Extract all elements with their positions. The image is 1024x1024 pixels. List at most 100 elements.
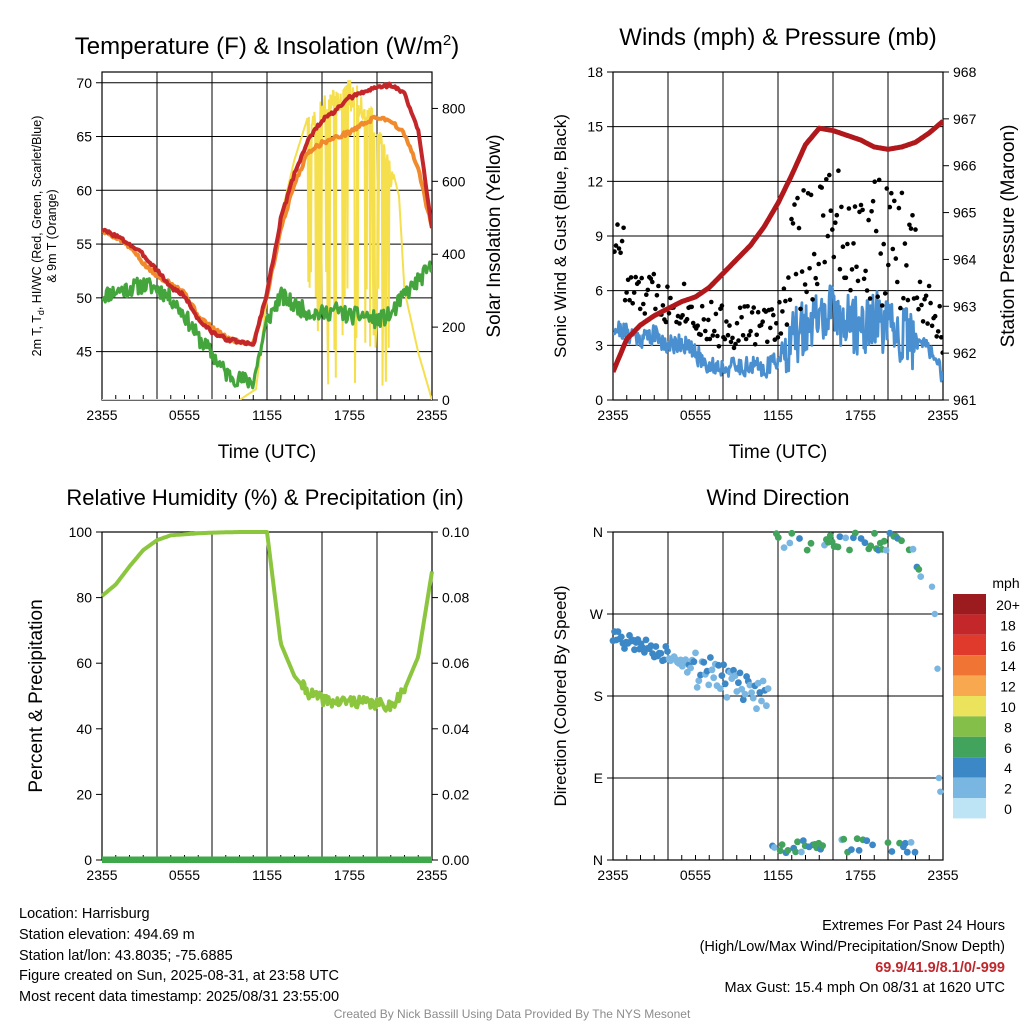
- gust-point: [689, 304, 694, 310]
- wind-y2-tick-label: 968: [953, 64, 977, 80]
- gust-point: [870, 198, 876, 204]
- rh-y-tick-label: 0: [84, 852, 92, 868]
- gust-point: [771, 312, 776, 318]
- gust-point: [681, 281, 687, 287]
- wind-dir-point: [695, 677, 703, 685]
- wind-dir-point: [778, 841, 786, 848]
- gust-point: [677, 321, 682, 326]
- legend-label: 0: [1004, 801, 1012, 817]
- gust-point: [778, 331, 784, 336]
- wind-dir-point: [642, 636, 650, 644]
- gust-point: [798, 306, 803, 312]
- gust-point: [650, 279, 655, 285]
- gust-point: [895, 279, 900, 285]
- legend-swatch: [953, 777, 986, 798]
- gust-point: [777, 299, 782, 305]
- gust-point: [641, 301, 646, 307]
- gust-point: [861, 276, 867, 282]
- wind-dir-point: [911, 848, 919, 856]
- gust-point: [733, 341, 738, 347]
- legend-swatch: [953, 736, 986, 758]
- rh-title: Relative Humidity (%) & Precipitation (i…: [66, 485, 463, 510]
- wind-dir-point: [784, 847, 792, 854]
- wind-y-tick-label: 12: [587, 173, 603, 189]
- gust-point: [743, 336, 749, 342]
- rh-x-tick-label: 1155: [252, 867, 282, 883]
- gust-point: [636, 279, 641, 285]
- wind-dir-point: [780, 544, 788, 551]
- wind-dir-point: [687, 664, 694, 672]
- gust-point: [834, 212, 840, 218]
- temp-x-tick-label: 2355: [416, 407, 447, 423]
- gust-point: [715, 333, 720, 339]
- wdir-x-tick-label: 2355: [927, 867, 958, 883]
- gust-point: [886, 262, 891, 268]
- temp-y-tick-label: 50: [76, 290, 92, 306]
- wind-dir-point: [848, 846, 855, 853]
- wind-y2-tick-label: 965: [953, 205, 977, 221]
- wind-dir-point: [652, 643, 660, 650]
- gust-point: [653, 306, 658, 312]
- wind-y-tick-label: 0: [595, 392, 603, 408]
- gust-point: [719, 303, 725, 309]
- wind-xlabel: Time (UTC): [729, 442, 828, 463]
- gust-point: [642, 311, 648, 316]
- rh-ylabel: Percent & Precipitation: [26, 599, 47, 792]
- rh-chart: 2355 0555 1155 1755 23550204060801000.000.02…: [26, 485, 469, 883]
- gust-point: [875, 294, 880, 300]
- gust-point: [724, 319, 729, 324]
- gust-point: [736, 338, 741, 343]
- rh-x-tick-label: 2355: [416, 867, 447, 883]
- wind-chart: 2355 0555 1155 1755 235503691215189619629639…: [551, 24, 1019, 463]
- extremes-values: 69.9/41.9/8.1/0/-999: [875, 959, 1005, 976]
- gust-point: [745, 304, 750, 309]
- gust-point: [833, 220, 838, 225]
- gust-point: [754, 332, 759, 338]
- wind-dir-point: [898, 537, 905, 545]
- gust-point: [837, 266, 843, 272]
- gust-point: [706, 317, 711, 323]
- gust-point: [792, 202, 797, 207]
- gust-point: [848, 287, 853, 293]
- gust-point: [728, 339, 734, 345]
- rh-y2-tick-label: 0.06: [442, 655, 469, 671]
- legend-label: 12: [1000, 679, 1016, 695]
- temp-y2-tick-label: 200: [442, 319, 466, 335]
- temp-x-tick-label: 2355: [86, 407, 117, 423]
- figure-created: Figure created on Sun, 2025-08-31, at 23…: [19, 968, 339, 985]
- temp-ylabel: 2m T, Td, HI/WC (Red, Green, Scarlet/Blu…: [30, 116, 46, 357]
- legend-title: mph: [992, 575, 1019, 591]
- gust-point: [663, 319, 669, 325]
- wind-dir-point: [882, 546, 890, 554]
- wind-dir-point: [774, 534, 782, 541]
- wind-dir-point: [700, 658, 708, 666]
- gust-point: [709, 299, 714, 305]
- wind-dir-point: [901, 839, 909, 847]
- wind-x-tick-label: 1155: [763, 407, 793, 423]
- legend-swatch: [953, 716, 986, 737]
- gust-point: [665, 284, 670, 290]
- gust-point: [881, 241, 886, 247]
- wind-dir-point: [776, 847, 784, 855]
- gust-point: [852, 204, 858, 209]
- rh-line: [100, 530, 434, 713]
- temp-x-tick-label: 1155: [252, 407, 282, 423]
- gust-point: [716, 344, 722, 349]
- wind-dir-point: [796, 535, 803, 542]
- gust-point: [896, 205, 902, 211]
- wind-dir-point: [721, 680, 729, 688]
- wind-dir-point: [716, 685, 724, 692]
- gust-point: [935, 329, 941, 334]
- max-gust: Max Gust: 15.4 mph On 08/31 at 1620 UTC: [724, 980, 1005, 997]
- legend-label: 16: [1000, 638, 1016, 654]
- gust-point: [917, 279, 923, 285]
- wind-dir-point: [880, 537, 888, 545]
- gust-point: [846, 206, 852, 211]
- station-location: Location: Harrisburg: [19, 906, 150, 922]
- wdir-x-tick-label: 1155: [763, 867, 793, 883]
- gust-point: [799, 269, 805, 274]
- wind-dir-point: [915, 566, 923, 573]
- gust-point: [845, 241, 850, 247]
- gust-point: [737, 305, 743, 311]
- gust-point: [680, 313, 685, 318]
